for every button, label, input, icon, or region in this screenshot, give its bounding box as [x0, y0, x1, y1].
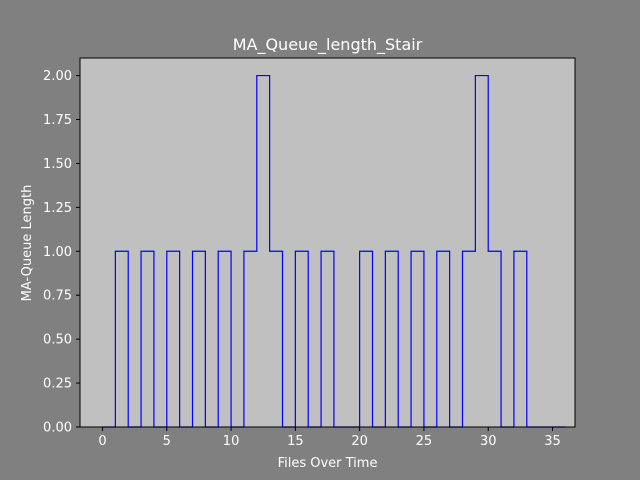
x-tick-label: 20: [351, 434, 368, 449]
x-tick-label: 15: [287, 434, 304, 449]
plot-frame: [79, 57, 576, 428]
y-tick-label: 2.00: [43, 69, 72, 84]
axes-ticks: 0 5 10 15 20 25 30 35 0.00 0.25 0.50 0.75 1.00 1.25 1.…: [43, 69, 561, 449]
y-tick-label: 1.75: [43, 113, 72, 128]
x-axis-label: Files Over Time: [278, 456, 378, 471]
x-tick-label: 10: [223, 434, 240, 449]
y-tick-label: 1.50: [43, 157, 72, 172]
y-tick-label: 0.25: [43, 377, 72, 392]
y-tick-label: 0.75: [43, 289, 72, 304]
y-tick-label: 0.00: [43, 421, 72, 436]
chart-title: MA_Queue_length_Stair: [233, 35, 423, 55]
series-line: [102, 74, 566, 428]
x-tick-label: 30: [480, 434, 497, 449]
x-tick-label: 25: [416, 434, 433, 449]
x-tick-label: 35: [544, 434, 561, 449]
y-tick-label: 0.50: [43, 333, 72, 348]
y-tick-label: 1.00: [43, 245, 72, 260]
x-tick-label: 5: [163, 434, 171, 449]
y-axis-label: MA-Queue Length: [20, 185, 35, 302]
y-tick-label: 1.25: [43, 201, 72, 216]
x-tick-label: 0: [98, 434, 106, 449]
plot-area: [80, 58, 575, 427]
